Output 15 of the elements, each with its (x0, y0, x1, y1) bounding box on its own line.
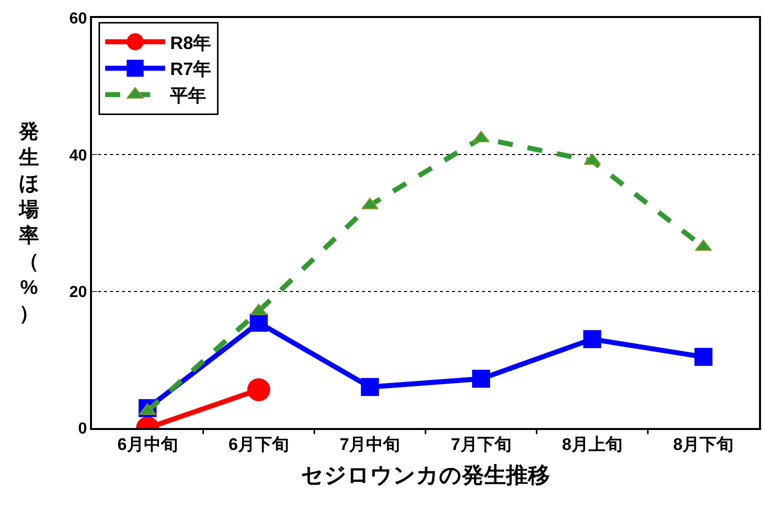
x-axis-title: セジロウンカの発生推移 (301, 462, 550, 488)
legend-label: R7年 (170, 59, 212, 80)
y-tick-label: 40 (69, 147, 88, 164)
y-axis-title: 発生ほ場率（%） (18, 121, 39, 325)
y-tick-label: 60 (69, 10, 88, 28)
x-tick-label: 8月上旬 (562, 435, 622, 454)
legend-label: 平年 (169, 86, 206, 106)
x-tick-label: 8月下旬 (673, 435, 734, 454)
x-tick-label: 6月中旬 (117, 435, 178, 454)
y-tick-label: 20 (69, 284, 88, 301)
legend-label: R8年 (170, 32, 212, 53)
x-tick-label: 7月中旬 (340, 435, 400, 454)
x-tick-label: 6月下旬 (228, 435, 289, 454)
x-tick-label: 7月下旬 (450, 435, 512, 454)
y-tick-label: 0 (78, 420, 88, 438)
